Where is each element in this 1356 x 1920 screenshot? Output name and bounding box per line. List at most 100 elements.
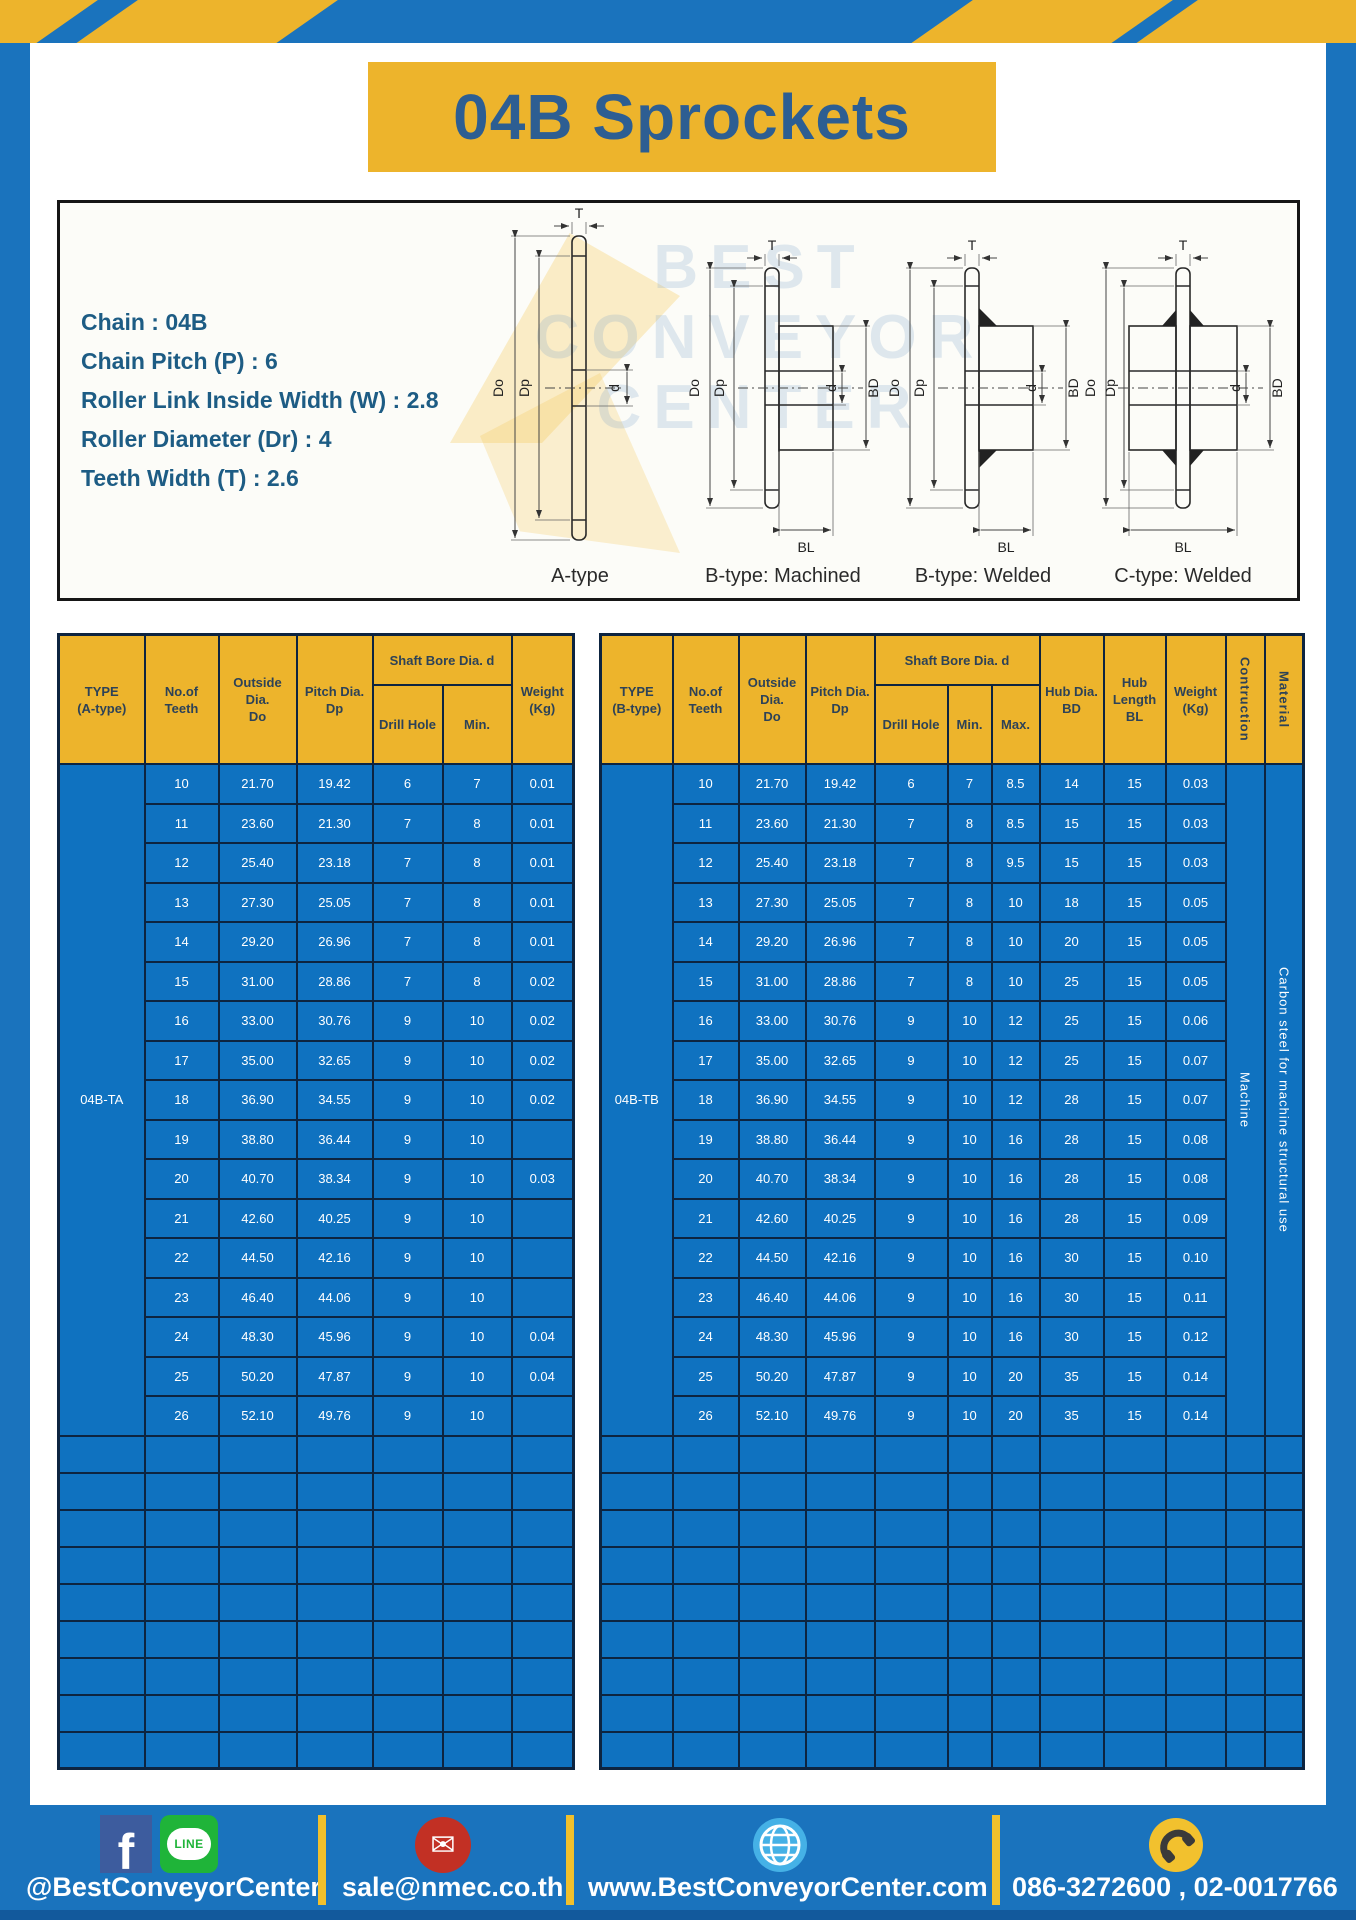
table-cell: 15 <box>1102 921 1167 963</box>
b-type-machined-drawing: T Do Dp d BD BL <box>686 237 881 555</box>
table-cell <box>599 1656 674 1696</box>
table-cell <box>946 1471 993 1511</box>
table-row: 18 36.90 34.55 9 10 12 28 15 0.07 <box>601 1079 1304 1121</box>
table-cell: 6 <box>371 763 444 805</box>
table-cell <box>671 1545 740 1585</box>
table-cell: 7 <box>946 763 993 805</box>
table-row: 19 38.80 36.44 9 10 16 28 15 0.08 <box>601 1118 1304 1160</box>
table-row: 14 29.20 26.96 7 8 10 20 15 0.05 <box>601 921 1304 963</box>
table-cell <box>1164 1656 1227 1696</box>
table-cell: 0.08 <box>1164 1118 1227 1160</box>
col-header-hub-dia: Hub Dia. BD <box>1038 633 1105 765</box>
table-cell: 0.06 <box>1164 1000 1227 1042</box>
table-cell: 21 <box>143 1197 220 1239</box>
table-cell <box>599 1434 674 1474</box>
table-cell: 9 <box>371 1316 444 1358</box>
table-cell <box>371 1508 444 1548</box>
table-cell: 18 <box>1038 881 1105 923</box>
facebook-icon[interactable]: f <box>100 1815 152 1873</box>
table-row: 21 42.60 40.25 9 10 <box>59 1197 575 1239</box>
table-cell <box>1038 1656 1105 1696</box>
table-cell <box>1102 1508 1167 1548</box>
table-cell <box>1102 1619 1167 1659</box>
table-cell <box>57 1582 146 1622</box>
col-header-outside-dia: Outside Dia. Do <box>737 633 807 765</box>
table-cell: 30 <box>1038 1237 1105 1279</box>
table-cell: 9 <box>873 1158 949 1200</box>
table-cell: 31.00 <box>217 960 298 1002</box>
phone-icon[interactable] <box>1148 1817 1204 1873</box>
table-cell <box>804 1730 876 1770</box>
table-cell: 15 <box>1038 842 1105 884</box>
dim-label-do: Do <box>1082 379 1098 397</box>
table-cell: 50.20 <box>217 1355 298 1397</box>
footer-website[interactable]: www.BestConveyorCenter.com <box>588 1872 988 1902</box>
table-row: 12 25.40 23.18 7 8 0.01 <box>59 842 575 884</box>
table-cell <box>1038 1693 1105 1733</box>
table-cell: 28 <box>1038 1197 1105 1239</box>
table-cell <box>599 1508 674 1548</box>
table-cell: 25 <box>1038 1000 1105 1042</box>
table-cell <box>671 1730 740 1770</box>
footer-phone[interactable]: 086-3272600 , 02-0017766 <box>1012 1872 1338 1902</box>
table-cell <box>1224 1730 1266 1770</box>
table-cell: 16 <box>990 1158 1041 1200</box>
table-cell <box>57 1730 146 1770</box>
table-cell: 35.00 <box>217 1039 298 1081</box>
table-cell: 25 <box>1038 1039 1105 1081</box>
table-cell <box>1224 1434 1266 1474</box>
table-cell <box>671 1508 740 1548</box>
mail-icon[interactable]: ✉ <box>415 1817 471 1873</box>
table-cell: 30 <box>1038 1276 1105 1318</box>
table-cell: 0.12 <box>1164 1316 1227 1358</box>
table-cell: 8.5 <box>990 763 1041 805</box>
table-cell <box>946 1582 993 1622</box>
spec-line: Chain : 04B <box>81 309 208 335</box>
table-cell <box>57 1693 146 1733</box>
table-cell: 16 <box>990 1237 1041 1279</box>
table-cell: 35 <box>1038 1395 1105 1437</box>
table-cell: 8 <box>441 960 513 1002</box>
footer-email[interactable]: sale@nmec.co.th <box>342 1872 564 1902</box>
table-cell <box>510 1471 575 1511</box>
table-cell <box>1164 1730 1227 1770</box>
table-cell <box>1164 1508 1227 1548</box>
table-cell <box>804 1693 876 1733</box>
footer-social-handle[interactable]: @BestConveyorCenter <box>26 1872 321 1902</box>
table-cell <box>57 1656 146 1696</box>
table-cell: 25.40 <box>217 842 298 884</box>
table-cell: 30.76 <box>295 1000 374 1042</box>
table-cell <box>804 1508 876 1548</box>
line-icon[interactable]: LINE <box>160 1815 218 1873</box>
table-row: 19 38.80 36.44 9 10 <box>59 1118 575 1160</box>
table-cell <box>671 1619 740 1659</box>
table-cell <box>217 1693 298 1733</box>
globe-icon[interactable] <box>752 1817 808 1873</box>
table-row: 25 50.20 47.87 9 10 0.04 <box>59 1355 575 1397</box>
table-cell: 42.60 <box>737 1197 807 1239</box>
dim-label-dp: Dp <box>516 379 532 397</box>
table-cell: 7 <box>873 921 949 963</box>
table-cell <box>1164 1471 1227 1511</box>
table-cell <box>804 1545 876 1585</box>
table-cell: 47.87 <box>295 1355 374 1397</box>
envelope-glyph: ✉ <box>430 1828 456 1862</box>
table-cell: 8 <box>946 842 993 884</box>
table-row: 16 33.00 30.76 9 10 0.02 <box>59 1000 575 1042</box>
table-cell: 47.87 <box>804 1355 876 1397</box>
table-cell <box>217 1471 298 1511</box>
table-cell: 9 <box>371 1039 444 1081</box>
table-cell <box>217 1656 298 1696</box>
table-cell: 25 <box>143 1355 220 1397</box>
table-cell <box>217 1619 298 1659</box>
table-cell: 9 <box>873 1079 949 1121</box>
col-header-drill-hole: Drill Hole <box>371 684 444 765</box>
col-header-min: Min. <box>946 684 993 765</box>
table-cell: 7 <box>873 881 949 923</box>
table-cell <box>946 1730 993 1770</box>
table-cell: 8 <box>946 881 993 923</box>
table-cell: 23.18 <box>804 842 876 884</box>
table-cell <box>990 1471 1041 1511</box>
table-cell <box>1164 1545 1227 1585</box>
